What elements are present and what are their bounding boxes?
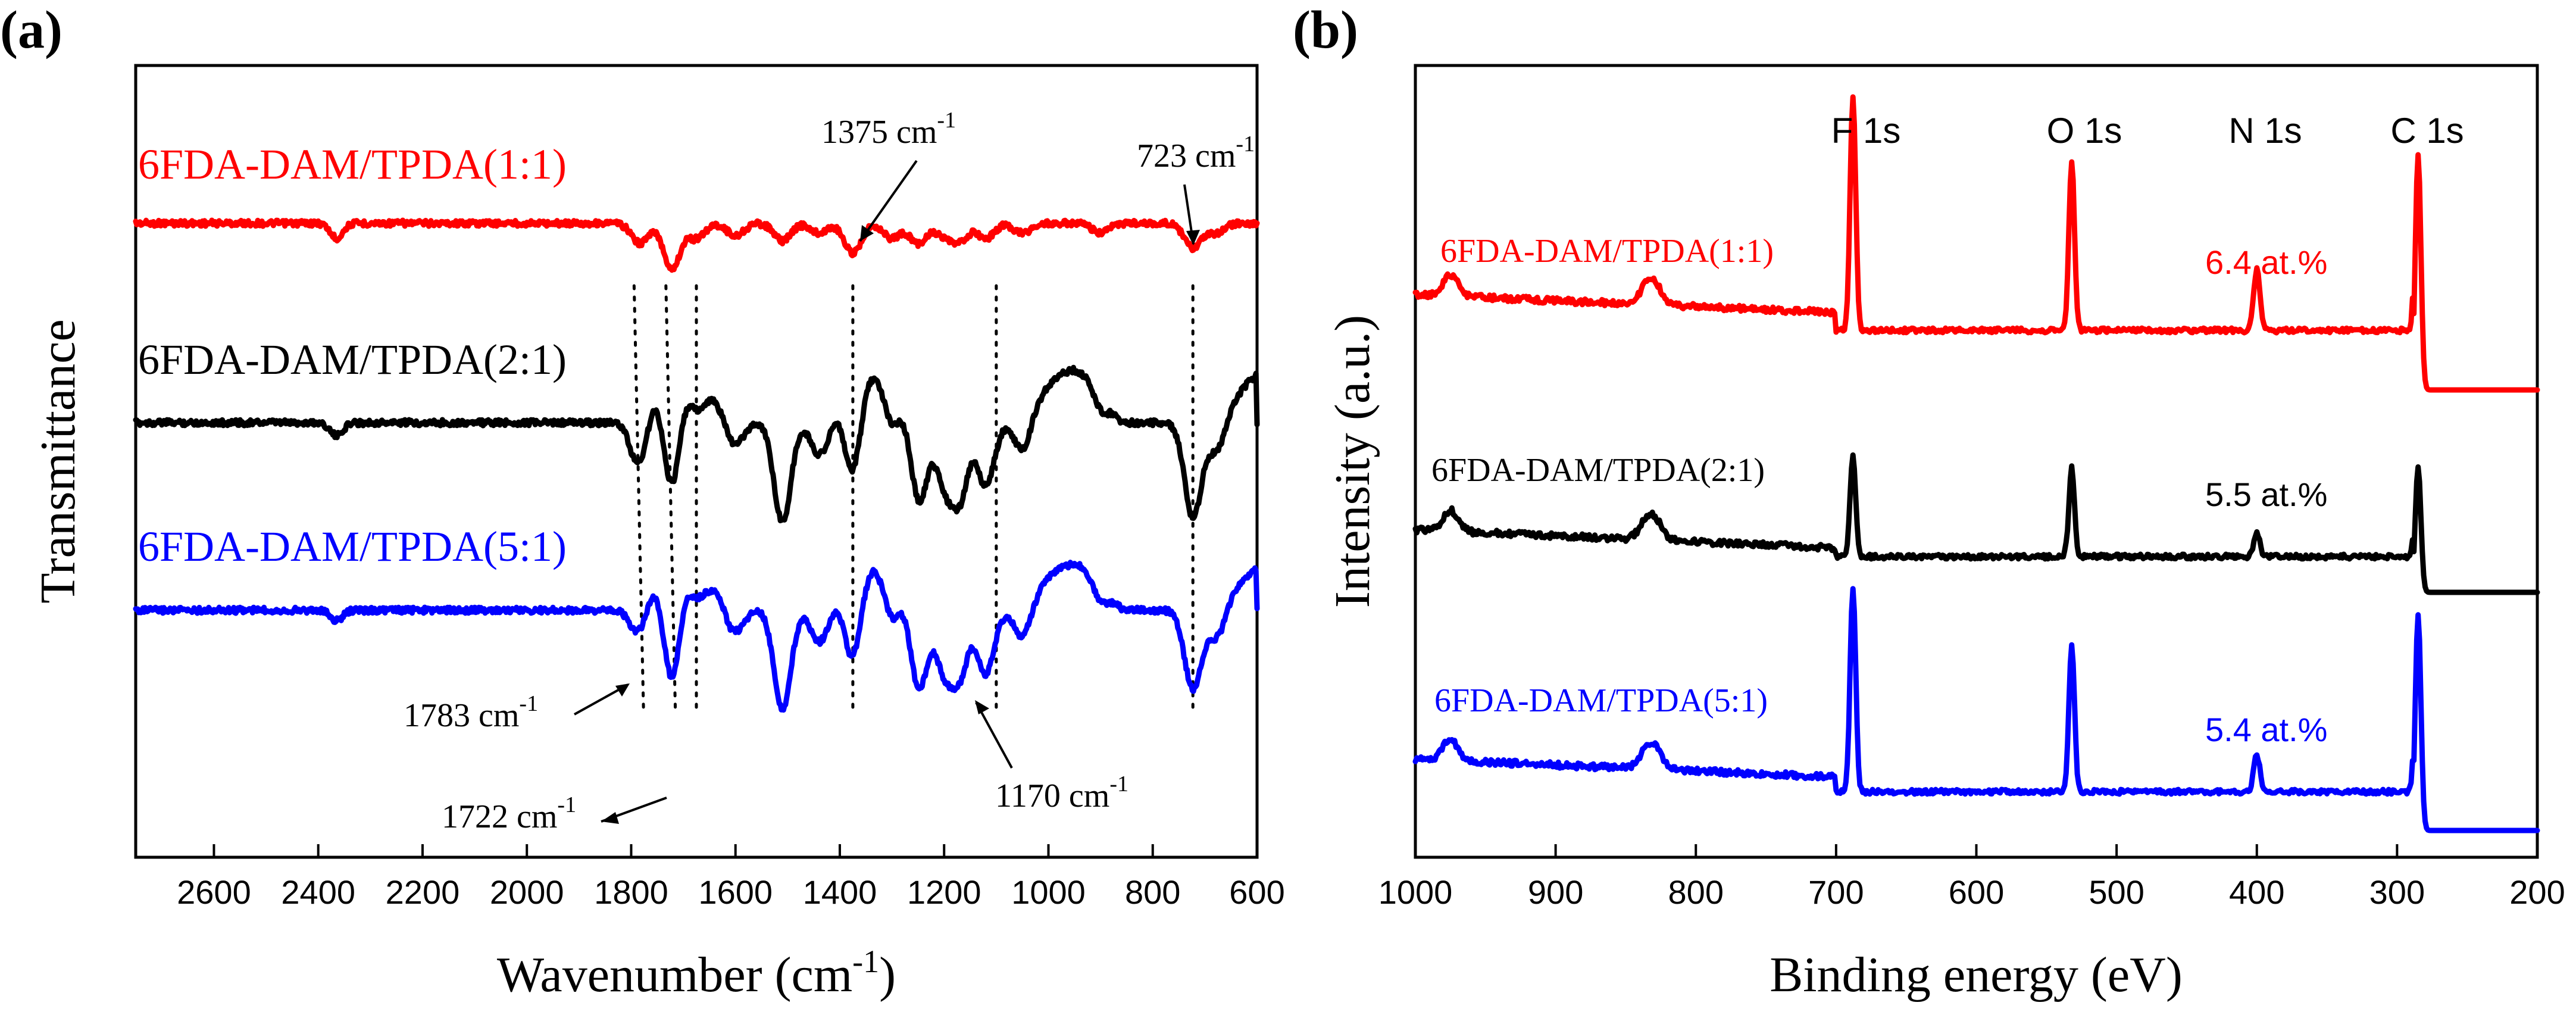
reference-line: [632, 284, 645, 716]
n-content-1-1: 6.4 at.%: [2205, 243, 2327, 281]
panel-b-xtick-label: 900: [1528, 873, 1583, 911]
peak-label-o1s: O 1s: [2047, 111, 2122, 151]
panel-b-xtick-label: 600: [1949, 873, 2004, 911]
panel-a-legend-5-1: 6FDA-DAM/TPDA(5:1): [138, 523, 567, 570]
panel-a-xlabel-close: ): [879, 947, 896, 1003]
svg-text:1375 cm-1: 1375 cm-1: [821, 108, 956, 151]
panel-a-ftir-chart: (a) 2600 2400 2200 2000 1800 1600 1400 1200 1000…: [0, 1, 1285, 1003]
panel-b-legend-2-1: 6FDA-DAM/TPDA(2:1): [1431, 452, 1765, 489]
panel-a-legend-1-1: 6FDA-DAM/TPDA(1:1): [138, 140, 567, 188]
annotation-1170-arrow: [975, 702, 1013, 769]
ftir-trace-1: [133, 217, 1260, 273]
peak-label-c1s: C 1s: [2390, 111, 2464, 151]
peak-label-f1s: F 1s: [1831, 111, 1901, 151]
panel-a-xtick-label: 1000: [1011, 873, 1086, 911]
panel-a-xtick-label: 2000: [490, 873, 564, 911]
panel-a-legend-2-1: 6FDA-DAM/TPDA(2:1): [138, 336, 567, 383]
panel-a-xtick-label: 1400: [803, 873, 877, 911]
panel-b-ylabel: Intensity (a.u.): [1325, 315, 1380, 608]
ftir-trace-3: [133, 560, 1260, 713]
annotation-1170-arrowhead: [975, 700, 989, 714]
n-content-5-1: 5.4 at.%: [2205, 711, 2327, 748]
panel-b-xtick-label: 700: [1808, 873, 1864, 911]
panel-a-xlabel-sup: -1: [852, 944, 879, 979]
panel-b-xtick-label: 800: [1668, 873, 1724, 911]
svg-text:1722 cm-1: 1722 cm-1: [442, 792, 576, 835]
panel-b-legend-1-1: 6FDA-DAM/TPDA(1:1): [1440, 233, 1774, 270]
panel-a-label: (a): [0, 1, 62, 60]
panel-a-xtick-label: 2400: [281, 873, 355, 911]
xps-trace-3: [1412, 586, 2540, 833]
annotation-1783-sup: -1: [519, 691, 538, 716]
annotation-1170-text: 1170 cm: [995, 777, 1109, 814]
peak-label-n1s: N 1s: [2228, 111, 2302, 151]
annotation-1375: 1375 cm-1: [821, 108, 956, 242]
panel-b-xps-chart: (b) 1000 900 800 700 600 500 400 300 200 F 1s O …: [1293, 1, 2565, 1003]
annotation-1722-arrowhead: [601, 812, 619, 824]
svg-text:1783 cm-1: 1783 cm-1: [404, 691, 538, 734]
annotation-1783: 1783 cm-1: [404, 683, 630, 734]
panel-b-xtick-label: 400: [2229, 873, 2284, 911]
panel-a-ylabel: Transmittance: [30, 319, 86, 604]
panel-a-reference-lines: [632, 284, 1195, 716]
xps-trace-1: [1412, 94, 2540, 393]
n-content-2-1: 5.5 at.%: [2205, 476, 2327, 513]
panel-b-label: (b): [1293, 1, 1358, 60]
annotation-1170-sup: -1: [1109, 772, 1128, 797]
panel-a-plot-frame: [134, 64, 1259, 859]
annotation-723-text: 723 cm: [1137, 138, 1236, 174]
panel-b-x-ticks: 1000 900 800 700 600 500 400 300 200: [1378, 844, 2565, 911]
panel-a-xtick-label: 800: [1125, 873, 1180, 911]
xps-trace-2: [1412, 452, 2540, 595]
panel-a-xtick-label: 1600: [698, 873, 773, 911]
reference-line: [664, 284, 677, 716]
panel-a-x-ticks: 2600 2400 2200 2000 1800 1600 1400 1200 1000 800 6…: [177, 844, 1285, 911]
ftir-trace-2: [133, 364, 1260, 523]
panel-b-xtick-label: 500: [2089, 873, 2144, 911]
panel-a-xtick-label: 1200: [907, 873, 981, 911]
panel-a-series: [133, 217, 1260, 713]
panel-a-xtick-label: 2200: [386, 873, 460, 911]
annotation-1722-sup: -1: [557, 792, 576, 817]
annotation-723: 723 cm-1: [1137, 132, 1255, 245]
annotation-1783-arrowhead: [615, 683, 630, 697]
annotation-1783-text: 1783 cm: [404, 697, 519, 734]
annotation-1375-text: 1375 cm: [821, 114, 937, 151]
annotation-1722-text: 1722 cm: [442, 798, 557, 835]
annotation-1170: 1170 cm-1: [975, 700, 1128, 814]
panel-b-xtick-label: 300: [2369, 873, 2425, 911]
svg-text:Wavenumber (cm-1): Wavenumber (cm-1): [497, 944, 896, 1003]
annotation-1375-sup: -1: [937, 108, 956, 133]
panel-b-legend-5-1: 6FDA-DAM/TPDA(5:1): [1434, 682, 1768, 719]
annotation-1375-arrowhead: [860, 225, 874, 241]
annotation-1722: 1722 cm-1: [442, 792, 667, 835]
panel-a-xlabel: Wavenumber (cm: [497, 947, 852, 1003]
panel-a-xtick-label: 600: [1229, 873, 1284, 911]
panel-b-xtick-label: 200: [2509, 873, 2565, 911]
panel-b-series: [1412, 94, 2540, 833]
svg-text:723 cm-1: 723 cm-1: [1137, 132, 1255, 174]
panel-a-xtick-label: 2600: [177, 873, 251, 911]
annotation-723-arrowhead: [1186, 230, 1200, 245]
panel-a-xtick-label: 1800: [594, 873, 668, 911]
panel-b-xlabel: Binding energy (eV): [1770, 947, 2183, 1003]
annotation-1375-arrow: [859, 160, 918, 242]
panel-b-xtick-label: 1000: [1378, 873, 1453, 911]
svg-text:1170 cm-1: 1170 cm-1: [995, 772, 1128, 814]
annotation-723-sup: -1: [1236, 132, 1255, 157]
